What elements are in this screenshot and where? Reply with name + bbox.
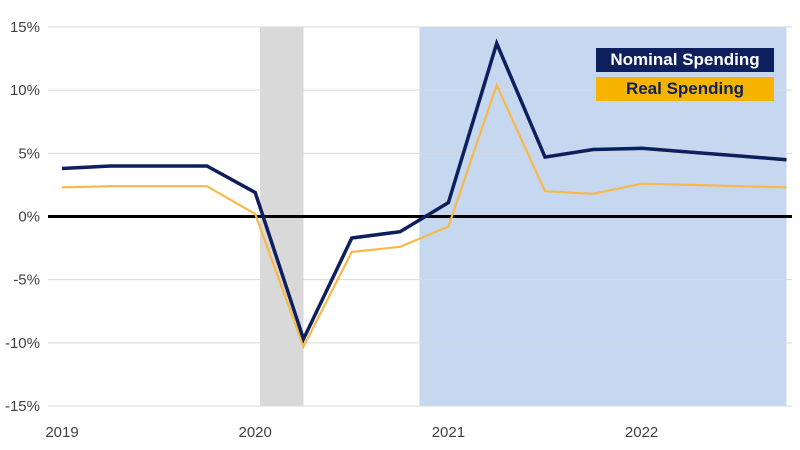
series-line-real-spending [61,82,787,350]
y-tick-label: -5% [13,272,40,289]
x-tick-label: 2020 [239,424,272,441]
y-axis-tick-labels: 15% 10% 5% 0% -5% -10% -15% [5,19,40,415]
y-tick-label: -10% [5,335,40,352]
x-tick-label: 2019 [45,424,78,441]
x-axis-tick-labels: 2019 2020 2021 2022 [45,424,658,441]
x-tick-label: 2021 [432,424,465,441]
x-tick-label: 2022 [625,424,658,441]
series-line-nominal-spending [61,38,787,344]
gridlines [48,26,792,407]
y-tick-label: 15% [10,19,40,36]
y-tick-label: -15% [5,398,40,415]
legend-item-nominal-spending: Nominal Spending [596,48,774,72]
legend-item-real-spending: Real Spending [596,77,774,101]
y-tick-label: 5% [18,145,40,162]
y-tick-label: 10% [10,82,40,99]
y-tick-label: 0% [18,209,40,226]
series-lines [61,38,787,350]
